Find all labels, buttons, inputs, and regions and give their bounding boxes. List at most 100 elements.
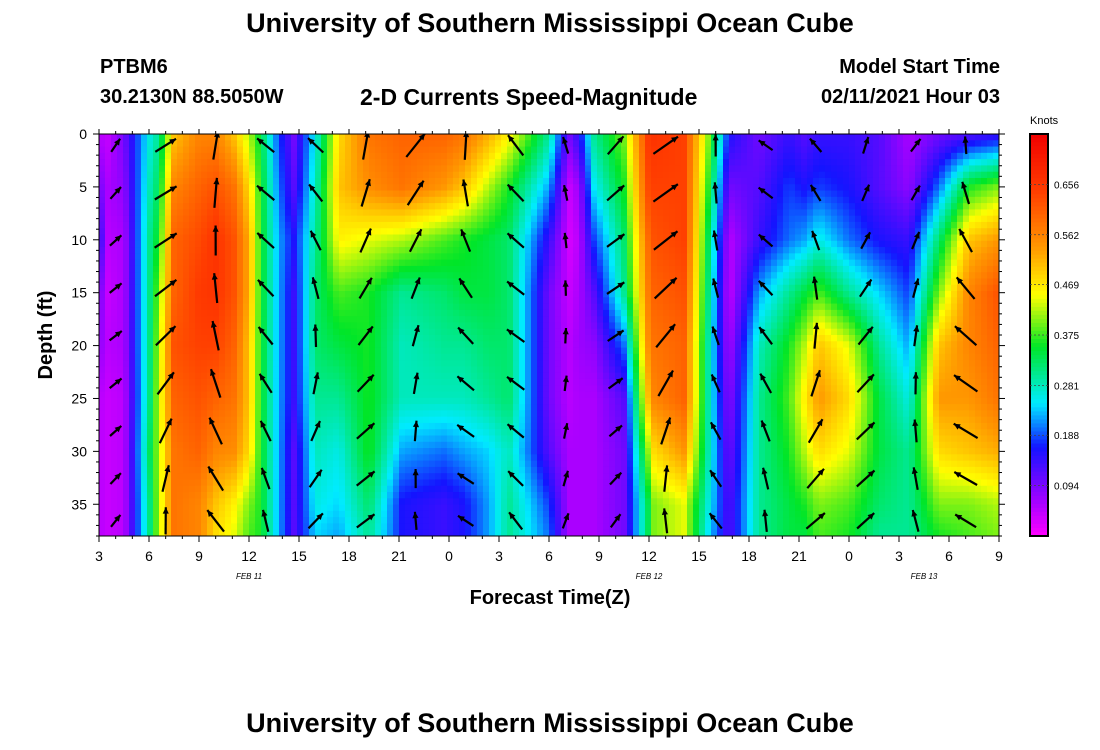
heatmap-cell <box>129 265 136 273</box>
heatmap-cell <box>135 303 142 311</box>
heatmap-cell <box>423 473 430 481</box>
heatmap-cell <box>207 190 214 198</box>
heatmap-cell <box>369 366 376 374</box>
heatmap-cell <box>285 322 292 330</box>
heatmap-cell <box>273 504 280 512</box>
heatmap-cell <box>225 353 232 361</box>
heatmap-cell <box>375 309 382 317</box>
heatmap-cell <box>453 397 460 405</box>
heatmap-cell <box>117 529 124 536</box>
heatmap-cell <box>261 171 268 179</box>
heatmap-cell <box>99 404 106 411</box>
heatmap-cell <box>99 316 106 324</box>
heatmap-cell <box>513 360 520 368</box>
heatmap-cell <box>519 416 526 424</box>
heatmap-cell <box>369 196 376 204</box>
heatmap-cell <box>555 485 562 493</box>
heatmap-cell <box>501 498 508 506</box>
heatmap-cell <box>279 171 286 179</box>
heatmap-cell <box>399 454 406 462</box>
heatmap-cell <box>519 297 526 305</box>
heatmap-cell <box>285 454 292 462</box>
heatmap-cell <box>171 240 178 248</box>
heatmap-cell <box>165 360 172 368</box>
heatmap-cell <box>153 410 160 418</box>
heatmap-cell <box>507 303 514 311</box>
heatmap-cell <box>171 134 178 141</box>
heatmap-cell <box>495 347 502 355</box>
heatmap-cell <box>291 335 298 342</box>
heatmap-cell <box>285 473 292 481</box>
heatmap-cell <box>171 265 178 273</box>
heatmap-cell <box>201 234 208 242</box>
heatmap-cell <box>477 492 484 499</box>
heatmap-cell <box>273 353 280 361</box>
heatmap-cell <box>393 177 400 185</box>
heatmap-cell <box>129 460 136 468</box>
heatmap-cell <box>315 203 322 210</box>
heatmap-cell <box>531 517 538 525</box>
heatmap-cell <box>213 165 220 173</box>
heatmap-cell <box>297 397 304 405</box>
heatmap-cell <box>387 291 394 298</box>
heatmap-cell <box>375 341 382 349</box>
heatmap-cell <box>387 221 394 229</box>
heatmap-cell <box>387 492 394 499</box>
heatmap-cell <box>177 523 184 531</box>
heatmap-cell <box>405 171 412 179</box>
heatmap-cell <box>141 190 148 198</box>
heatmap-cell <box>111 410 118 418</box>
heatmap-cell <box>195 228 202 236</box>
heatmap-cell <box>315 466 322 474</box>
heatmap-cell <box>207 504 214 512</box>
heatmap-cell <box>393 473 400 481</box>
heatmap-cell <box>399 397 406 405</box>
heatmap-cell <box>345 335 352 342</box>
heatmap-cell <box>177 460 184 468</box>
heatmap-cell <box>141 284 148 292</box>
heatmap-cell <box>489 159 496 167</box>
heatmap-cell <box>555 404 562 411</box>
heatmap-cell <box>507 372 514 380</box>
heatmap-cell <box>195 410 202 418</box>
heatmap-cell <box>471 184 478 192</box>
heatmap-cell <box>501 247 508 254</box>
heatmap-cell <box>399 492 406 499</box>
heatmap-cell <box>147 209 154 217</box>
heatmap-cell <box>267 372 274 380</box>
heatmap-cell <box>123 234 130 242</box>
heatmap-cell <box>339 171 346 179</box>
heatmap-cell <box>291 448 298 455</box>
heatmap-cell <box>225 152 232 160</box>
heatmap-cell <box>549 322 556 330</box>
heatmap-cell <box>297 297 304 305</box>
heatmap-cell <box>153 265 160 273</box>
heatmap-cell <box>549 177 556 185</box>
heatmap-cell <box>165 152 172 160</box>
heatmap-cell <box>249 397 256 405</box>
heatmap-cell <box>165 209 172 217</box>
heatmap-cell <box>375 397 382 405</box>
heatmap-cell <box>213 309 220 317</box>
heatmap-cell <box>201 460 208 468</box>
heatmap-cell <box>189 240 196 248</box>
heatmap-cell <box>357 517 364 525</box>
heatmap-cell <box>171 435 178 443</box>
heatmap-cell <box>519 523 526 531</box>
heatmap-cell <box>291 297 298 305</box>
heatmap-cell <box>417 177 424 185</box>
heatmap-cell <box>267 492 274 499</box>
heatmap-cell <box>411 372 418 380</box>
heatmap-cell <box>483 165 490 173</box>
heatmap-cell <box>195 378 202 386</box>
heatmap-cell <box>525 422 532 430</box>
heatmap-cell <box>147 347 154 355</box>
heatmap-cell <box>369 473 376 481</box>
heatmap-cell <box>285 184 292 192</box>
heatmap-cell <box>111 203 118 210</box>
heatmap-cell <box>129 335 136 342</box>
heatmap-cell <box>261 416 268 424</box>
heatmap-cell <box>171 441 178 449</box>
heatmap-cell <box>549 416 556 424</box>
heatmap-cell <box>495 335 502 342</box>
